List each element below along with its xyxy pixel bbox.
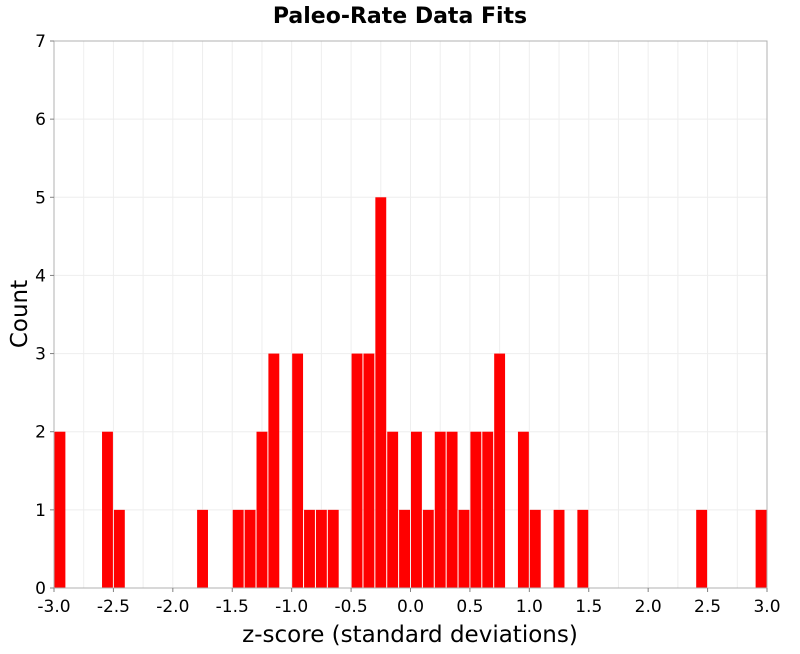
x-axis-ticks: -3.0 -2.5 -2.0 -1.5 -1.0 -0.5 0.0 0.5 1.0 1.5 2.0 2…: [37, 588, 781, 617]
y-tick-label: 4: [35, 266, 46, 286]
y-axis-ticks: 0 1 2 3 4 5 6 7: [35, 32, 54, 599]
histogram-bar: [268, 353, 280, 588]
histogram-bar: [304, 509, 315, 588]
histogram-bar: [244, 509, 256, 588]
y-tick-label: 3: [35, 345, 46, 365]
y-tick-label: 2: [35, 423, 46, 443]
histogram-bar: [577, 509, 589, 588]
x-tick-label: 0.0: [397, 597, 424, 617]
x-tick-label: -1.0: [275, 597, 308, 617]
x-tick-label: -2.5: [97, 597, 130, 617]
histogram-bar: [422, 509, 434, 588]
histogram-bar: [292, 353, 304, 588]
bars: [54, 197, 767, 589]
histogram-bar: [529, 509, 541, 588]
chart-title: Paleo-Rate Data Fits: [273, 4, 527, 29]
histogram-bar: [256, 431, 268, 588]
histogram-bar: [54, 431, 66, 588]
histogram-bar: [494, 353, 506, 588]
x-tick-label: 1.0: [516, 597, 543, 617]
x-tick-label: -0.5: [334, 597, 367, 617]
histogram-bar: [696, 509, 708, 588]
y-tick-label: 6: [35, 110, 46, 130]
histogram-bar: [351, 353, 363, 588]
histogram-bar: [327, 509, 339, 588]
x-tick-label: 2.5: [694, 597, 721, 617]
histogram-bar: [470, 431, 482, 588]
x-axis-label: z-score (standard deviations): [242, 622, 578, 648]
histogram-bar: [197, 509, 208, 588]
histogram-bar: [232, 509, 244, 588]
y-tick-label: 0: [35, 579, 46, 599]
x-tick-label: -2.0: [156, 597, 189, 617]
histogram-bar: [411, 431, 422, 588]
y-tick-label: 1: [35, 501, 46, 521]
histogram-bar: [113, 509, 125, 588]
x-tick-label: 0.5: [456, 597, 483, 617]
y-tick-label: 5: [35, 188, 46, 208]
histogram-bar: [446, 431, 458, 588]
histogram-bar: [102, 431, 113, 588]
x-tick-label: -1.5: [216, 597, 249, 617]
x-tick-label: 2.0: [635, 597, 662, 617]
histogram-bar: [553, 509, 565, 588]
histogram-bar: [434, 431, 446, 588]
histogram-bar: [387, 431, 399, 588]
histogram-bar: [755, 509, 767, 588]
x-tick-label: 1.5: [575, 597, 602, 617]
y-tick-label: 7: [35, 32, 46, 52]
histogram-bar: [458, 509, 470, 588]
histogram-bar: [315, 509, 327, 588]
histogram-bar: [517, 431, 529, 588]
histogram-bar: [399, 509, 410, 588]
histogram-bar: [363, 353, 375, 588]
y-axis-label: Count: [7, 280, 33, 348]
histogram-bar: [482, 431, 494, 588]
x-tick-label: -3.0: [37, 597, 70, 617]
x-tick-label: 3.0: [753, 597, 780, 617]
grid: [53, 40, 768, 589]
histogram-bar: [375, 197, 387, 589]
